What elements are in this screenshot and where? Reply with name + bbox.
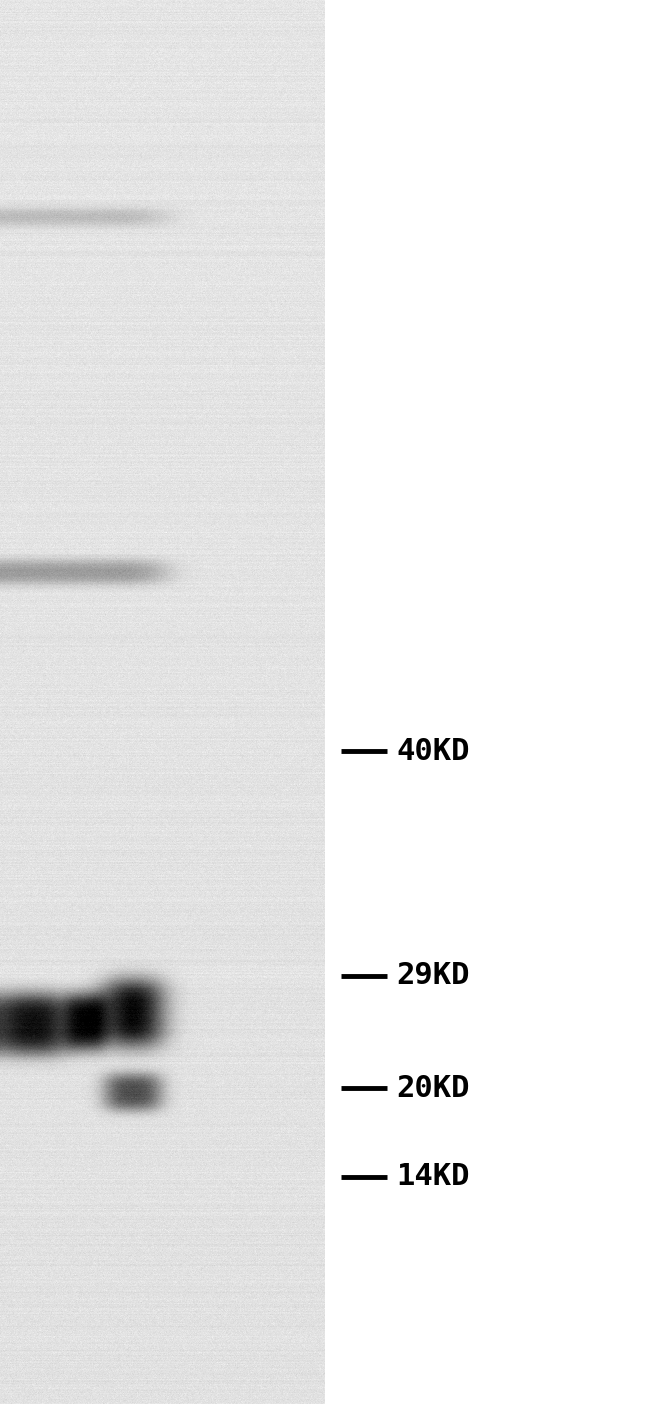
- Bar: [0, 0, 325, 1404]
- Bar: [325, 0, 650, 1404]
- Text: 40KD: 40KD: [396, 737, 470, 765]
- Text: 20KD: 20KD: [396, 1074, 470, 1102]
- Text: 14KD: 14KD: [396, 1163, 470, 1191]
- Text: 29KD: 29KD: [396, 962, 470, 990]
